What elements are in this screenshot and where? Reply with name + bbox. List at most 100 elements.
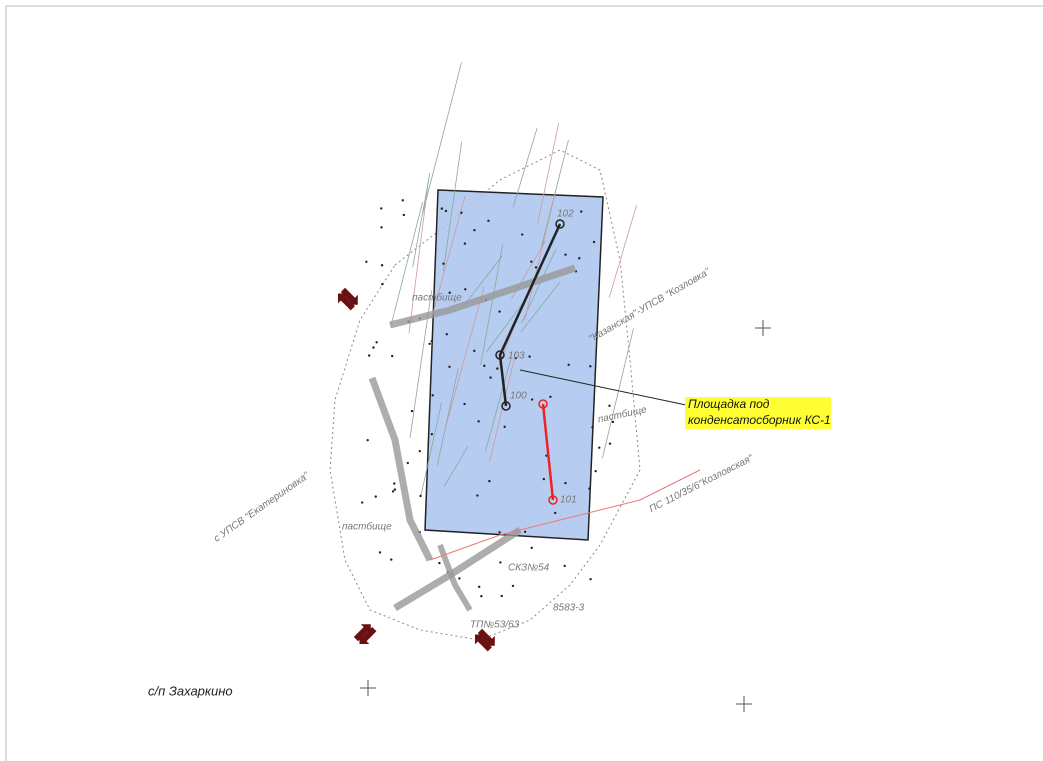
survey-point [390, 558, 393, 561]
settlement-label: с/п Захаркино [148, 683, 233, 698]
survey-point [360, 501, 364, 504]
survey-point [375, 341, 378, 344]
contour [391, 201, 423, 324]
grid-cross [755, 320, 771, 336]
survey-point [430, 339, 433, 343]
survey-point [458, 577, 461, 580]
survey-point [374, 495, 377, 498]
callout-text: конденсатосборник КС-1 [688, 413, 831, 427]
contour [489, 351, 517, 462]
survey-point [563, 564, 566, 568]
survey-point [514, 356, 517, 360]
contour [520, 281, 561, 333]
wind-arrow [337, 287, 358, 311]
survey-point [530, 398, 534, 401]
survey-point [440, 207, 444, 210]
contour [512, 128, 538, 208]
point-label: 102 [557, 209, 574, 220]
contour [431, 195, 466, 319]
survey-point [418, 449, 421, 453]
survey-point [498, 531, 501, 534]
survey-point [611, 420, 615, 424]
wind-arrow [474, 628, 495, 652]
contour [608, 204, 638, 298]
survey-point [438, 561, 441, 565]
survey-point [477, 585, 481, 589]
boundary [329, 149, 641, 641]
survey-point [521, 233, 524, 236]
survey-point [580, 210, 583, 213]
well [495, 350, 505, 360]
contour [464, 255, 503, 306]
survey-point [464, 288, 467, 291]
pasture-label: пастбище [412, 292, 462, 304]
object-label: 8583-3 [553, 603, 585, 614]
survey-point [498, 310, 501, 313]
road [437, 543, 473, 612]
contour [442, 141, 463, 272]
survey-point [549, 395, 552, 399]
survey-point [378, 551, 382, 554]
survey-point [410, 409, 414, 413]
survey-point [589, 365, 592, 368]
survey-point [442, 262, 445, 265]
survey-point [391, 490, 395, 493]
survey-point [430, 432, 434, 436]
contour [421, 62, 462, 216]
survey-point [483, 364, 486, 368]
well [555, 219, 565, 229]
survey-point [463, 242, 467, 245]
survey-point [381, 283, 384, 286]
grid-cross [360, 680, 376, 696]
survey-point [564, 481, 567, 485]
object-label: ТП№53/63 [470, 620, 520, 631]
survey-point [393, 488, 397, 491]
survey-point [419, 494, 422, 498]
pipeline-red [541, 403, 555, 501]
survey-point [496, 367, 499, 370]
power-line [429, 469, 701, 561]
survey-point [534, 266, 538, 269]
contour [420, 402, 443, 496]
contour [537, 123, 560, 224]
survey-point [367, 354, 371, 357]
survey-point [500, 594, 503, 598]
survey-point [372, 346, 375, 349]
well [538, 399, 548, 409]
point-label: 101 [560, 495, 577, 506]
wind-arrow [353, 624, 377, 645]
survey-point [393, 482, 396, 485]
survey-point [431, 394, 434, 397]
point-label: 103 [508, 351, 525, 362]
survey-point [594, 469, 597, 473]
survey-point [588, 487, 591, 490]
survey-point [564, 253, 567, 256]
survey-point [488, 479, 491, 483]
survey-point [448, 291, 451, 294]
survey-point [592, 240, 596, 244]
survey-point [402, 213, 406, 217]
survey-point [473, 349, 476, 353]
survey-point [473, 228, 476, 232]
survey-point [487, 219, 490, 223]
survey-point [499, 561, 502, 564]
survey-point [366, 438, 369, 442]
survey-point [476, 494, 479, 497]
survey-point [542, 477, 546, 481]
object-label: СКЗ№54 [508, 563, 550, 574]
callout-box [685, 397, 831, 429]
contour [480, 244, 504, 366]
contour [484, 357, 512, 452]
survey-point [608, 404, 611, 407]
contour [444, 286, 485, 431]
contour [408, 178, 430, 334]
pasture-label: пастбище [342, 521, 392, 533]
survey-point [578, 257, 581, 260]
survey-point [480, 594, 483, 598]
survey-point [598, 446, 601, 449]
survey-point [391, 354, 394, 358]
survey-point [380, 264, 384, 267]
survey-point [523, 530, 527, 534]
survey-point [530, 546, 533, 550]
